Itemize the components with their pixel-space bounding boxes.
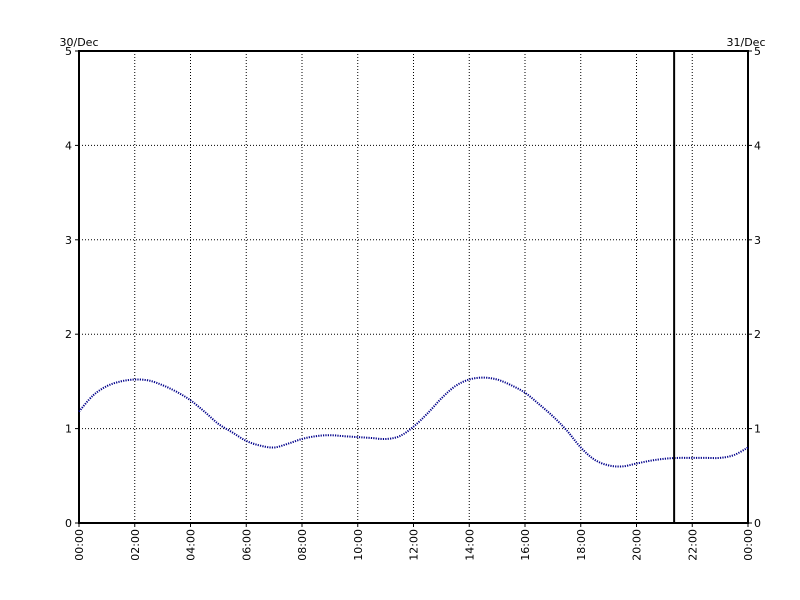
series-layer (78, 376, 749, 468)
y-tick-label-right: 3 (754, 234, 761, 247)
x-tick-label: 22:00 (686, 529, 699, 561)
y-tick-label-right: 0 (754, 517, 761, 530)
plot-area-frame (78, 50, 749, 524)
x-tick-label: 12:00 (408, 529, 421, 561)
y-tick-label-left: 0 (65, 517, 72, 530)
axes: 00:00 02:00 04:00 06:00 08:00 10:00 12:00 14:00… (65, 45, 761, 561)
x-tick-label: 20:00 (631, 529, 644, 561)
x-tick-label: 06:00 (240, 529, 253, 561)
y-tick-label-right: 4 (754, 139, 761, 152)
end-date-label: 31/Dec (727, 36, 766, 49)
x-tick-label: 18:00 (575, 529, 588, 561)
x-tick-label: 00:00 (742, 529, 755, 561)
y-tick-label-left: 4 (65, 139, 72, 152)
grid-lines (79, 51, 748, 523)
y-tick-label-right: 2 (754, 328, 761, 341)
y-tick-label-left: 3 (65, 234, 72, 247)
y-tick-label-right: 5 (754, 45, 761, 58)
y-tick-label-left: 2 (65, 328, 72, 341)
x-tick-label: 10:00 (352, 529, 365, 561)
series-line (78, 376, 749, 468)
y-tick-label-left: 1 (65, 423, 72, 436)
x-tick-label: 14:00 (463, 529, 476, 561)
y-tick-label-left: 5 (65, 45, 72, 58)
x-tick-label: 04:00 (185, 529, 198, 561)
x-tick-label: 08:00 (296, 529, 309, 561)
start-date-label: 30/Dec (60, 36, 99, 49)
x-tick-label: 02:00 (129, 529, 142, 561)
x-tick-label: 16:00 (519, 529, 532, 561)
y-tick-label-right: 1 (754, 423, 761, 436)
x-tick-label: 00:00 (73, 529, 86, 561)
